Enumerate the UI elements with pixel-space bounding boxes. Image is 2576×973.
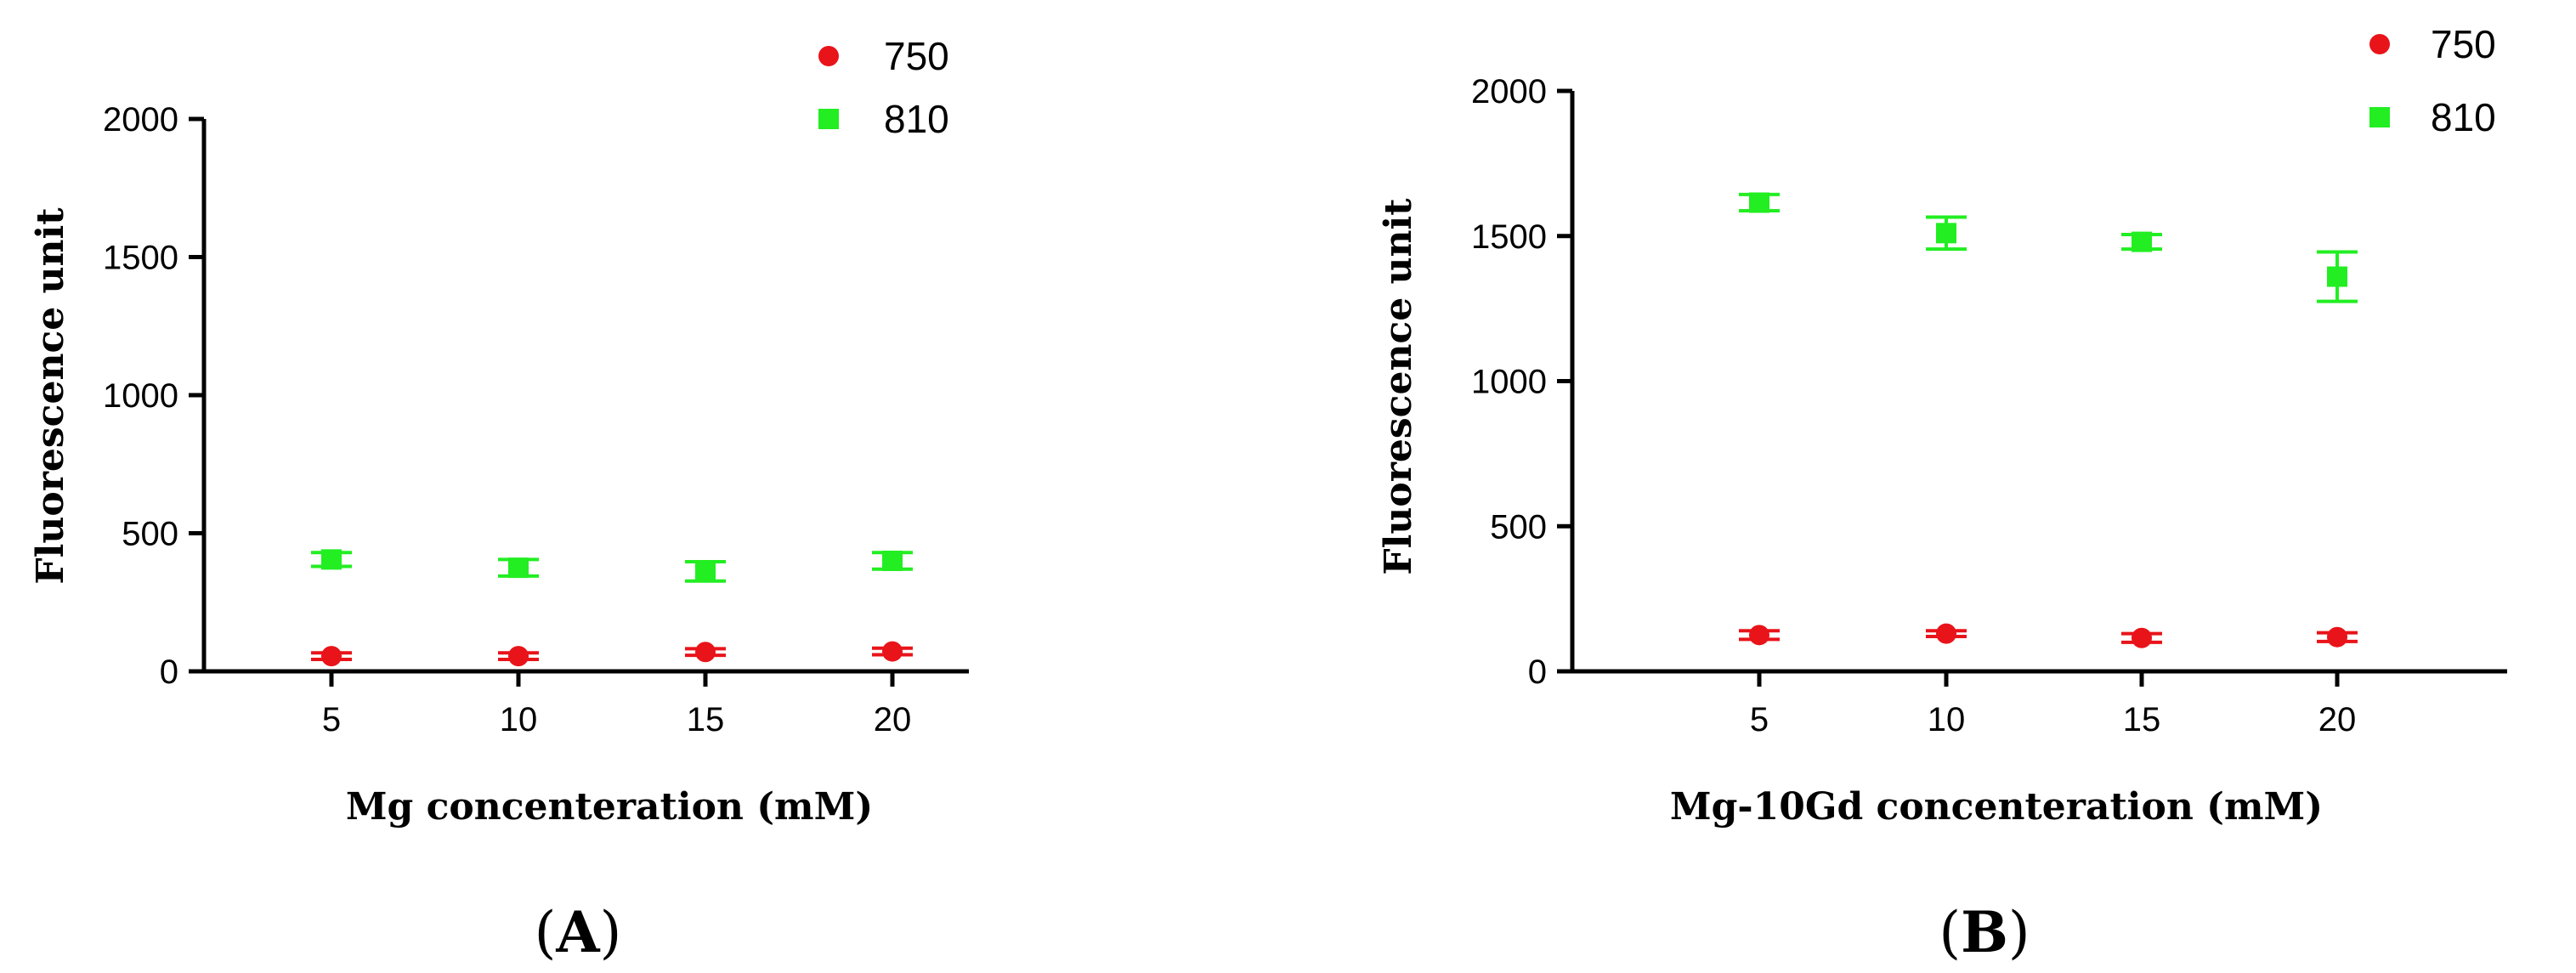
chart-b-y-axis-title: Fluorescence unit — [1377, 198, 1420, 575]
chart-b-x-axis-title: Mg-10Gd concenteration (mM) — [1670, 785, 2323, 829]
chart-a-y-axis-title: Fluorescence unit — [29, 207, 72, 585]
chart-a-point-750-5 — [321, 646, 342, 667]
chart-b-legend-item-810: 810 — [2369, 95, 2496, 139]
chart-a-point-810-15 — [695, 561, 716, 582]
chart-a-point-810-5 — [321, 549, 342, 570]
chart-b-point-810-15 — [2132, 231, 2152, 252]
chart-b-legend-item-750: 750 — [2369, 22, 2496, 66]
chart-b-panel-letter: B — [1961, 899, 2008, 965]
chart-b-y-tick-label-2000: 2000 — [1471, 73, 1547, 110]
chart-a-point-750-20 — [882, 641, 903, 662]
chart-b-x-tick-label-5: 5 — [1750, 701, 1769, 738]
chart-b-legend-marker-810 — [2369, 107, 2390, 127]
chart-a-y-tick-label-2000: 2000 — [103, 101, 178, 139]
chart-a-x-tick-label-15: 15 — [687, 701, 725, 738]
chart-a-panel-label: (A) — [535, 899, 622, 965]
chart-a-x-tick-label-10: 10 — [500, 701, 538, 738]
chart-a-panel-letter: A — [555, 899, 600, 965]
chart-a: 0 500 1000 1500 2000 5 10 15 20 750 810 Mg conce… — [29, 34, 969, 965]
chart-b-y-tick-label-1000: 1000 — [1471, 364, 1547, 401]
chart-a-point-810-10 — [508, 557, 529, 579]
chart-b: 0 500 1000 1500 2000 5 10 15 20 750 810 Mg-10Gd … — [1377, 22, 2507, 965]
chart-b-point-750-5 — [1749, 625, 1769, 646]
chart-b-series-750 — [1739, 623, 2358, 648]
chart-a-point-750-15 — [695, 642, 716, 663]
chart-b-panel-label: (B) — [1939, 899, 2030, 965]
chart-a-legend-label-750: 750 — [884, 34, 949, 78]
chart-a-y-tick-label-500: 500 — [122, 516, 178, 553]
chart-b-plot: 0 500 1000 1500 2000 5 10 15 20 — [1471, 73, 2507, 738]
chart-a-x-axis-title: Mg concenteration (mM) — [346, 785, 873, 829]
chart-b-legend-marker-750 — [2369, 34, 2390, 54]
chart-a-y-tick-label-1000: 1000 — [103, 377, 178, 415]
chart-b-series-810 — [1739, 192, 2358, 303]
chart-b-point-750-20 — [2327, 626, 2347, 648]
chart-b-point-750-15 — [2132, 627, 2152, 648]
chart-b-point-810-20 — [2327, 266, 2347, 287]
chart-a-plot: 0 500 1000 1500 2000 5 10 15 20 — [103, 101, 969, 738]
chart-a-legend-item-750: 750 — [818, 34, 949, 78]
chart-b-y-tick-label-1500: 1500 — [1471, 218, 1547, 256]
chart-b-legend: 750 810 — [2369, 22, 2496, 139]
chart-b-legend-label-810: 810 — [2431, 95, 2496, 139]
chart-a-series-750 — [311, 641, 913, 667]
chart-a-legend: 750 810 — [818, 34, 949, 141]
chart-b-y-tick-label-0: 0 — [1528, 653, 1547, 691]
chart-a-y-tick-label-1500: 1500 — [103, 240, 178, 277]
chart-b-point-810-5 — [1749, 192, 1769, 213]
chart-a-y-tick-label-0: 0 — [160, 653, 178, 691]
chart-b-point-750-10 — [1936, 623, 1956, 644]
chart-a-x-tick-label-20: 20 — [874, 701, 912, 738]
chart-a-x-tick-label-5: 5 — [322, 701, 341, 738]
chart-a-point-810-20 — [882, 551, 903, 571]
chart-a-series-810 — [311, 549, 913, 583]
chart-b-x-tick-label-20: 20 — [2318, 701, 2357, 738]
chart-a-legend-label-810: 810 — [884, 97, 949, 141]
chart-a-point-750-10 — [508, 646, 529, 667]
chart-b-legend-label-750: 750 — [2431, 22, 2496, 66]
chart-a-legend-item-810: 810 — [818, 97, 949, 141]
chart-b-x-tick-label-15: 15 — [2123, 701, 2161, 738]
chart-a-legend-marker-810 — [818, 109, 839, 129]
chart-b-x-tick-label-10: 10 — [1928, 701, 1966, 738]
chart-b-y-tick-label-500: 500 — [1490, 508, 1547, 546]
chart-b-point-810-10 — [1936, 223, 1956, 244]
chart-a-legend-marker-750 — [818, 46, 839, 66]
